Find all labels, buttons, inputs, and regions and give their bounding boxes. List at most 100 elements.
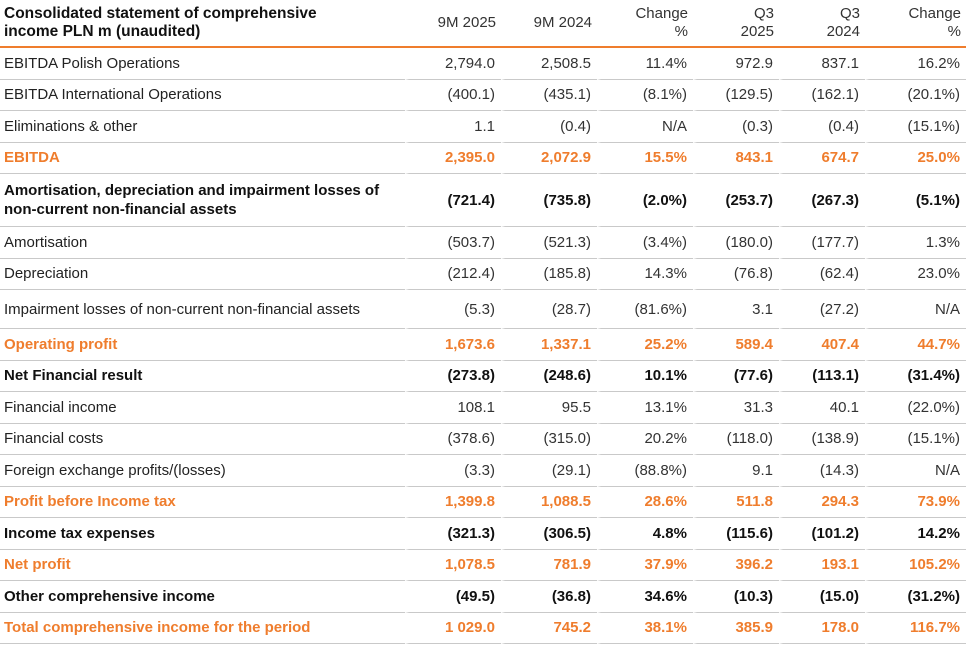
table-row: EBITDA International Operations (400.1) (4… (0, 79, 966, 111)
table-row-amortisation-total: Amortisation, depreciation and impairmen… (0, 174, 966, 227)
cell-change-9m: 28.6% (597, 486, 693, 518)
row-label: Operating profit (0, 329, 405, 361)
cell-9m-2024: (185.8) (501, 258, 597, 290)
title-line-1: Consolidated statement of comprehensive (4, 5, 317, 22)
col-header-text: 2024 (826, 23, 860, 40)
col-header-text: % (947, 23, 961, 40)
cell-9m-2025: 1.1 (405, 111, 501, 143)
title-line-2: income PLN m (unaudited) (4, 23, 201, 40)
table-row: Impairment losses of non-current non-fin… (0, 290, 966, 329)
cell-q3-2025: 843.1 (693, 142, 779, 174)
cell-9m-2025: (321.3) (405, 518, 501, 550)
cell-q3-2024: 178.0 (779, 612, 865, 644)
cell-q3-2025: 396.2 (693, 549, 779, 581)
table-row-profit-before-tax: Profit before Income tax 1,399.8 1,088.5 28… (0, 486, 966, 518)
cell-change-9m: 15.5% (597, 142, 693, 174)
cell-q3-2024: 40.1 (779, 392, 865, 424)
cell-9m-2025: (212.4) (405, 258, 501, 290)
cell-q3-2025: 511.8 (693, 486, 779, 518)
cell-q3-2025: (129.5) (693, 79, 779, 111)
cell-9m-2024: (28.7) (501, 290, 597, 329)
cell-q3-2025: 3.1 (693, 290, 779, 329)
cell-q3-2024: (267.3) (779, 174, 865, 227)
cell-q3-2024: (0.4) (779, 111, 865, 143)
cell-9m-2024: 2,072.9 (501, 142, 597, 174)
cell-change-q3: (31.2%) (865, 581, 966, 613)
row-label: Eliminations & other (0, 111, 405, 143)
row-label: EBITDA International Operations (0, 80, 405, 111)
table-row: Eliminations & other 1.1 (0.4) N/A (0.3) (0.4… (0, 111, 966, 143)
cell-change-9m: 14.3% (597, 258, 693, 290)
col-header-text: Change (908, 5, 961, 22)
cell-9m-2024: (315.0) (501, 423, 597, 455)
row-label: Net Financial result (0, 361, 405, 392)
table-row: Financial costs (378.6) (315.0) 20.2% (118.0… (0, 423, 966, 455)
cell-9m-2024: 745.2 (501, 612, 597, 644)
cell-change-q3: (5.1%) (865, 174, 966, 227)
table-row: Depreciation (212.4) (185.8) 14.3% (76.8) (62… (0, 258, 966, 290)
cell-9m-2024: (435.1) (501, 79, 597, 111)
cell-9m-2025: 1 029.0 (405, 612, 501, 644)
cell-change-9m: 38.1% (597, 612, 693, 644)
cell-change-9m: 20.2% (597, 423, 693, 455)
cell-q3-2024: 407.4 (779, 329, 865, 361)
table-row-other-comprehensive: Other comprehensive income (49.5) (36.8) 34… (0, 581, 966, 613)
col-header-text: % (674, 23, 688, 40)
cell-change-9m: 25.2% (597, 329, 693, 361)
cell-9m-2024: 2,508.5 (501, 48, 597, 80)
cell-q3-2025: (10.3) (693, 581, 779, 613)
row-label: Foreign exchange profits/(losses) (0, 455, 405, 487)
cell-change-9m: 11.4% (597, 48, 693, 80)
cell-9m-2025: (400.1) (405, 79, 501, 111)
cell-change-q3: (15.1%) (865, 111, 966, 143)
cell-change-q3: (15.1%) (865, 423, 966, 455)
row-label: Total comprehensive income for the perio… (0, 613, 405, 644)
table-row-operating-profit: Operating profit 1,673.6 1,337.1 25.2% 589.4… (0, 329, 966, 361)
cell-9m-2025: 1,399.8 (405, 486, 501, 518)
cell-change-q3: 105.2% (865, 549, 966, 581)
cell-change-9m: 34.6% (597, 581, 693, 613)
cell-q3-2024: 193.1 (779, 549, 865, 581)
cell-9m-2025: (378.6) (405, 423, 501, 455)
cell-q3-2024: (101.2) (779, 518, 865, 550)
cell-change-9m: (88.8%) (597, 455, 693, 487)
cell-change-9m: (3.4%) (597, 227, 693, 259)
row-label: Profit before Income tax (0, 487, 405, 518)
table-row-ebitda: EBITDA 2,395.0 2,072.9 15.5% 843.1 674.7 25.0% (0, 142, 966, 174)
cell-q3-2025: (180.0) (693, 227, 779, 259)
cell-9m-2024: 781.9 (501, 549, 597, 581)
cell-q3-2025: 31.3 (693, 392, 779, 424)
row-label: Other comprehensive income (0, 581, 405, 613)
cell-change-9m: 4.8% (597, 518, 693, 550)
cell-q3-2025: (253.7) (693, 174, 779, 227)
cell-9m-2024: 1,088.5 (501, 486, 597, 518)
col-header-text: Q3 (839, 5, 860, 22)
table-row: Financial income 108.1 95.5 13.1% 31.3 40.1 (2… (0, 392, 966, 424)
col-header-9m-2024: 9M 2024 (501, 0, 597, 48)
row-label: Impairment losses of non-current non-fin… (0, 290, 405, 329)
cell-q3-2024: (27.2) (779, 290, 865, 329)
cell-q3-2025: 972.9 (693, 48, 779, 80)
cell-q3-2024: (177.7) (779, 227, 865, 259)
col-header-change-q3: Change% (865, 0, 966, 48)
col-header-text: 9M 2024 (533, 14, 592, 31)
col-header-text: Change (635, 5, 688, 22)
cell-change-q3: 14.2% (865, 518, 966, 550)
col-header-change-9m: Change% (597, 0, 693, 48)
cell-q3-2025: (77.6) (693, 360, 779, 392)
cell-q3-2025: 9.1 (693, 455, 779, 487)
cell-9m-2025: 1,078.5 (405, 549, 501, 581)
cell-q3-2025: (0.3) (693, 111, 779, 143)
cell-q3-2025: (118.0) (693, 423, 779, 455)
cell-9m-2024: (248.6) (501, 360, 597, 392)
cell-9m-2024: (306.5) (501, 518, 597, 550)
row-label: Amortisation (0, 227, 405, 259)
cell-q3-2024: (62.4) (779, 258, 865, 290)
table-row: Amortisation (503.7) (521.3) (3.4%) (180.0)(… (0, 227, 966, 259)
table-row-net-financial: Net Financial result (273.8) (248.6) 10.1%(… (0, 360, 966, 392)
cell-q3-2024: (15.0) (779, 581, 865, 613)
row-label: Net profit (0, 550, 405, 581)
cell-change-9m: (2.0%) (597, 174, 693, 227)
cell-change-9m: (8.1%) (597, 79, 693, 111)
